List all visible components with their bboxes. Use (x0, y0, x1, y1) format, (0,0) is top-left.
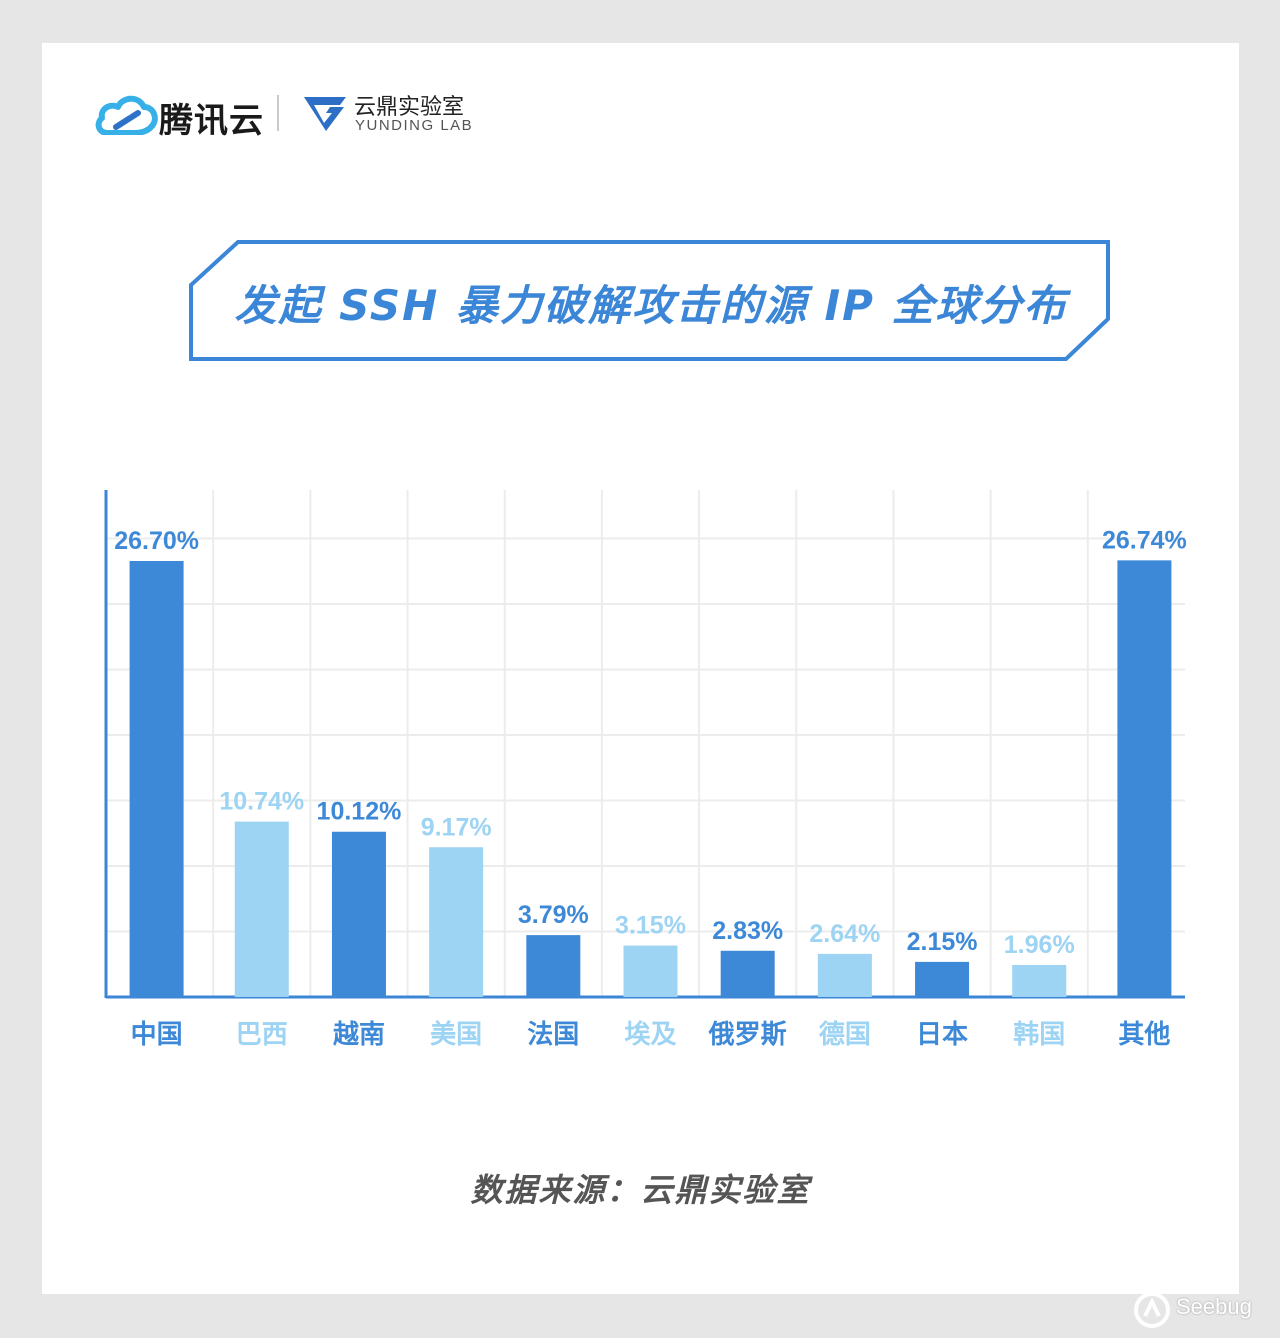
logo-divider (277, 95, 279, 131)
bar-1 (234, 821, 289, 997)
category-label-10: 其他 (1118, 1020, 1170, 1050)
category-label-3: 美国 (430, 1019, 482, 1050)
label-layer: 26.70% 10.74% 10.12% 9.17% 3.79% 3.15% 2.83% 2.… (114, 526, 1187, 959)
category-layer: 中国 巴西 越南 美国 法国 埃及 俄罗斯 德国 日本 韩国 其他 (131, 1019, 1171, 1050)
lab-name-cn: 云鼎实验室 (354, 95, 465, 120)
category-label-2: 越南 (333, 1020, 385, 1050)
brand-name: 腾讯云 (159, 101, 264, 141)
category-label-4: 法国 (527, 1020, 579, 1050)
category-label-9: 韩国 (1013, 1020, 1065, 1050)
value-label-10: 26.74% (1102, 526, 1187, 554)
value-label-0: 26.70% (114, 527, 199, 555)
bar-3 (429, 847, 484, 997)
data-source: 数据来源：云鼎实验室 (470, 1171, 811, 1209)
bar-2 (331, 831, 386, 997)
category-label-0: 中国 (131, 1020, 183, 1050)
bar-chart: 26.70% 10.74% 10.12% 9.17% 3.79% 3.15% 2.83% 2.… (104, 490, 1187, 1050)
bar-layer (129, 560, 1172, 997)
value-label-7: 2.64% (809, 920, 880, 948)
bar-5 (623, 945, 678, 997)
seebug-watermark: Seebug (1176, 1294, 1252, 1319)
bar-6 (720, 950, 775, 997)
value-label-5: 3.15% (615, 912, 686, 940)
bar-4 (526, 935, 581, 997)
bar-0 (129, 561, 184, 997)
value-label-2: 10.12% (317, 798, 402, 826)
infographic-card: 腾讯云 云鼎实验室 YUNDING LAB 发起 SSH 暴力破解攻击的源 IP… (42, 43, 1239, 1294)
chart-title: 发起 SSH 暴力破解攻击的源 IP 全球分布 (234, 281, 1068, 330)
bar-7 (817, 953, 872, 997)
title-frame (189, 240, 1110, 361)
value-label-8: 2.15% (907, 928, 978, 956)
category-label-6: 俄罗斯 (708, 1020, 787, 1050)
yunding-lab-icon (304, 97, 346, 131)
category-label-8: 日本 (916, 1020, 968, 1050)
value-label-4: 3.79% (518, 901, 589, 929)
value-label-9: 1.96% (1004, 931, 1075, 959)
category-label-7: 德国 (819, 1020, 871, 1050)
bar-9 (1012, 964, 1067, 997)
value-label-3: 9.17% (421, 813, 492, 841)
value-label-6: 2.83% (712, 917, 783, 945)
value-label-1: 10.74% (219, 788, 304, 816)
category-label-5: 埃及 (624, 1020, 676, 1050)
lab-name-en: YUNDING LAB (355, 117, 474, 134)
tencent-cloud-icon (95, 95, 158, 135)
bar-8 (915, 961, 970, 997)
bar-10 (1117, 560, 1172, 997)
grid-layer (104, 490, 1185, 999)
category-label-1: 巴西 (236, 1020, 288, 1050)
seebug-logo-icon (1134, 1292, 1170, 1328)
